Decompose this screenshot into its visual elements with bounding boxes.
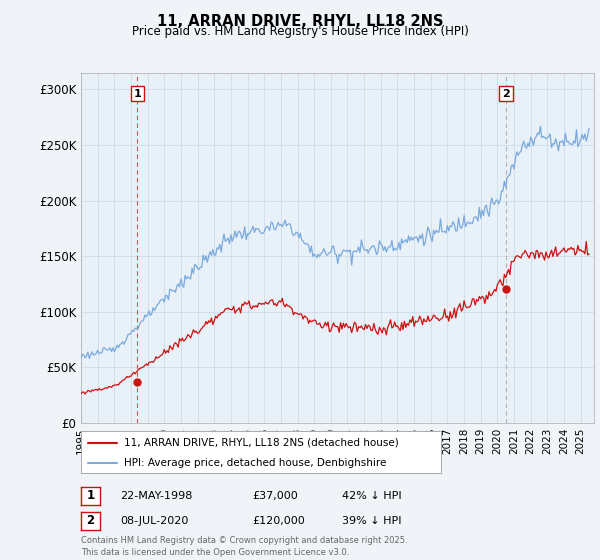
Text: £120,000: £120,000 (252, 516, 305, 526)
Text: £37,000: £37,000 (252, 491, 298, 501)
Text: 42% ↓ HPI: 42% ↓ HPI (342, 491, 401, 501)
Text: 2: 2 (502, 88, 510, 99)
Text: HPI: Average price, detached house, Denbighshire: HPI: Average price, detached house, Denb… (124, 458, 386, 468)
Text: Price paid vs. HM Land Registry's House Price Index (HPI): Price paid vs. HM Land Registry's House … (131, 25, 469, 38)
Text: 11, ARRAN DRIVE, RHYL, LL18 2NS: 11, ARRAN DRIVE, RHYL, LL18 2NS (157, 14, 443, 29)
Text: 08-JUL-2020: 08-JUL-2020 (120, 516, 188, 526)
Text: 1: 1 (134, 88, 141, 99)
Text: Contains HM Land Registry data © Crown copyright and database right 2025.
This d: Contains HM Land Registry data © Crown c… (81, 536, 407, 557)
Text: 22-MAY-1998: 22-MAY-1998 (120, 491, 193, 501)
Text: 2: 2 (86, 514, 95, 528)
Text: 39% ↓ HPI: 39% ↓ HPI (342, 516, 401, 526)
Text: 11, ARRAN DRIVE, RHYL, LL18 2NS (detached house): 11, ARRAN DRIVE, RHYL, LL18 2NS (detache… (124, 438, 399, 448)
Text: 1: 1 (86, 489, 95, 502)
